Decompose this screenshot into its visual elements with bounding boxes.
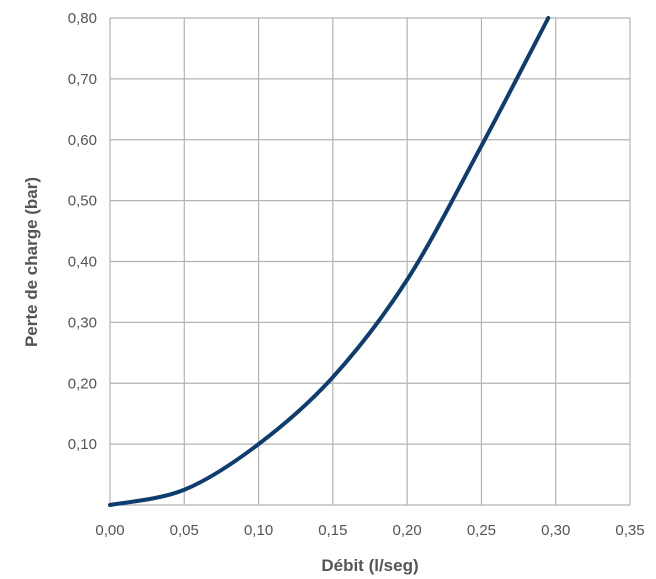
y-tick-label: 0,30 — [68, 314, 97, 331]
x-tick-label: 0,15 — [318, 522, 347, 539]
y-tick-label: 0,10 — [68, 436, 97, 453]
x-tick-label: 0,35 — [615, 522, 644, 539]
y-axis-ticks: 0,10 0,20 0,30 0,40 0,50 0,60 0,70 0,80 — [68, 10, 97, 453]
x-axis-ticks: 0,00 0,05 0,10 0,15 0,20 0,25 0,30 0,35 — [95, 522, 644, 539]
x-tick-label: 0,10 — [244, 522, 273, 539]
x-tick-label: 0,25 — [467, 522, 496, 539]
x-tick-label: 0,20 — [393, 522, 422, 539]
x-tick-label: 0,00 — [95, 522, 124, 539]
y-axis-title: Perte de charge (bar) — [22, 177, 41, 347]
x-axis-title: Débit (l/seg) — [321, 556, 418, 575]
y-tick-label: 0,20 — [68, 375, 97, 392]
y-tick-label: 0,50 — [68, 193, 97, 210]
series-line — [108, 16, 551, 507]
x-tick-label: 0,05 — [170, 522, 199, 539]
y-tick-label: 0,70 — [68, 71, 97, 88]
grid — [109, 17, 631, 506]
y-tick-label: 0,60 — [68, 132, 97, 149]
x-tick-label: 0,30 — [541, 522, 570, 539]
y-tick-label: 0,80 — [68, 10, 97, 27]
y-tick-label: 0,40 — [68, 254, 97, 271]
